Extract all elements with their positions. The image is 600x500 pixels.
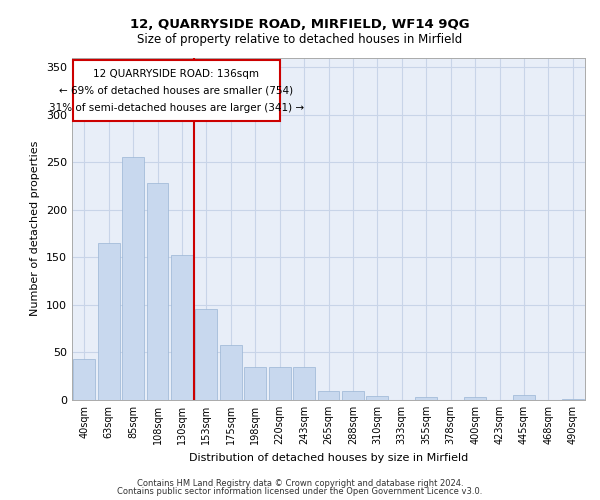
Bar — [342, 392, 364, 400]
Text: Size of property relative to detached houses in Mirfield: Size of property relative to detached ho… — [137, 32, 463, 46]
Y-axis label: Number of detached properties: Number of detached properties — [31, 141, 40, 316]
Bar — [73, 359, 95, 400]
Text: ← 69% of detached houses are smaller (754): ← 69% of detached houses are smaller (75… — [59, 86, 293, 96]
Bar — [464, 397, 486, 400]
Text: 12, QUARRYSIDE ROAD, MIRFIELD, WF14 9QG: 12, QUARRYSIDE ROAD, MIRFIELD, WF14 9QG — [130, 18, 470, 30]
Bar — [269, 366, 290, 400]
Bar — [367, 396, 388, 400]
Bar — [196, 308, 217, 400]
Bar — [171, 256, 193, 400]
Bar — [98, 243, 119, 400]
Bar — [220, 345, 242, 400]
Text: 12 QUARRYSIDE ROAD: 136sqm: 12 QUARRYSIDE ROAD: 136sqm — [94, 68, 259, 78]
FancyBboxPatch shape — [73, 60, 280, 121]
Bar — [146, 183, 169, 400]
Bar — [415, 397, 437, 400]
Bar — [293, 366, 315, 400]
X-axis label: Distribution of detached houses by size in Mirfield: Distribution of detached houses by size … — [189, 452, 468, 462]
Bar — [562, 399, 584, 400]
Text: 31% of semi-detached houses are larger (341) →: 31% of semi-detached houses are larger (… — [49, 103, 304, 113]
Bar — [513, 395, 535, 400]
Bar — [244, 366, 266, 400]
Bar — [122, 158, 144, 400]
Text: Contains HM Land Registry data © Crown copyright and database right 2024.: Contains HM Land Registry data © Crown c… — [137, 478, 463, 488]
Bar — [317, 392, 340, 400]
Text: Contains public sector information licensed under the Open Government Licence v3: Contains public sector information licen… — [118, 487, 482, 496]
